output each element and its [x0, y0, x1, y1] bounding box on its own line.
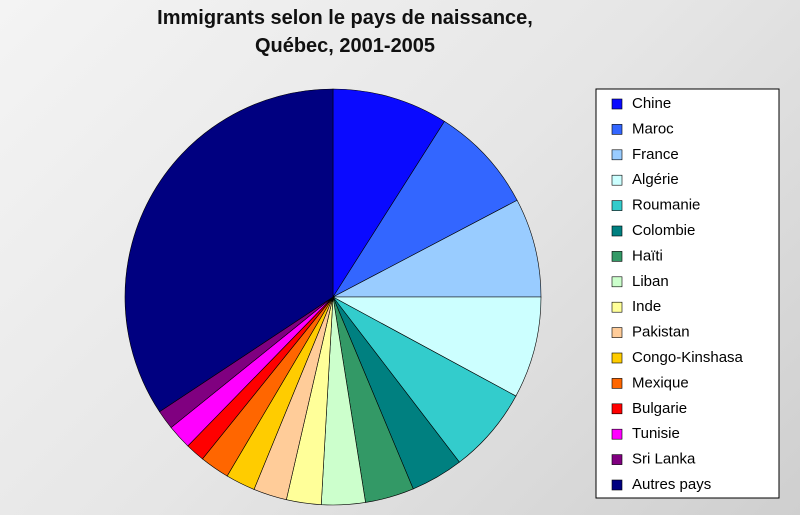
legend-swatch [611, 454, 623, 465]
legend-swatch [611, 276, 623, 288]
legend-label: Roumanie [632, 197, 700, 214]
legend-label: Sri Lanka [632, 451, 696, 468]
legend-label: Algérie [632, 171, 679, 188]
legend-swatch [611, 428, 623, 440]
legend-swatch [611, 174, 623, 186]
legend-swatch [611, 98, 623, 110]
legend-box [595, 88, 780, 499]
legend-label: Inde [632, 298, 661, 315]
chart-title: Immigrants selon le pays de naissance, Q… [157, 7, 533, 57]
pie-slice [332, 199, 542, 298]
legend-label: Haïti [632, 247, 663, 264]
legend-swatch [611, 124, 623, 135]
legend-label: Bulgarie [632, 400, 687, 417]
legend-label: Liban [632, 273, 669, 290]
legend-label: Pakistan [632, 324, 690, 341]
legend-swatch [611, 327, 623, 338]
legend-swatch [611, 225, 623, 237]
legend-label: Colombie [632, 222, 695, 239]
legend-swatch [611, 200, 623, 211]
pie-slice [332, 88, 445, 299]
legend-swatch [611, 301, 623, 313]
legend-label: Chine [632, 95, 671, 112]
legend-label: Tunisie [632, 425, 680, 442]
legend-swatch [611, 403, 623, 415]
legend-swatch [611, 378, 623, 389]
legend-swatch [611, 149, 623, 161]
legend-label: France [632, 146, 679, 163]
pie-slice [332, 120, 518, 298]
legend-swatch [611, 479, 623, 491]
legend-label: Autres pays [632, 476, 711, 493]
legend-swatch [611, 352, 623, 364]
pie-slice [332, 296, 542, 397]
legend-swatch [611, 251, 623, 262]
pie-slice [124, 88, 334, 413]
legend-label: Mexique [632, 374, 689, 391]
legend-label: Congo-Kinshasa [632, 349, 744, 366]
legend-label: Maroc [632, 120, 674, 137]
